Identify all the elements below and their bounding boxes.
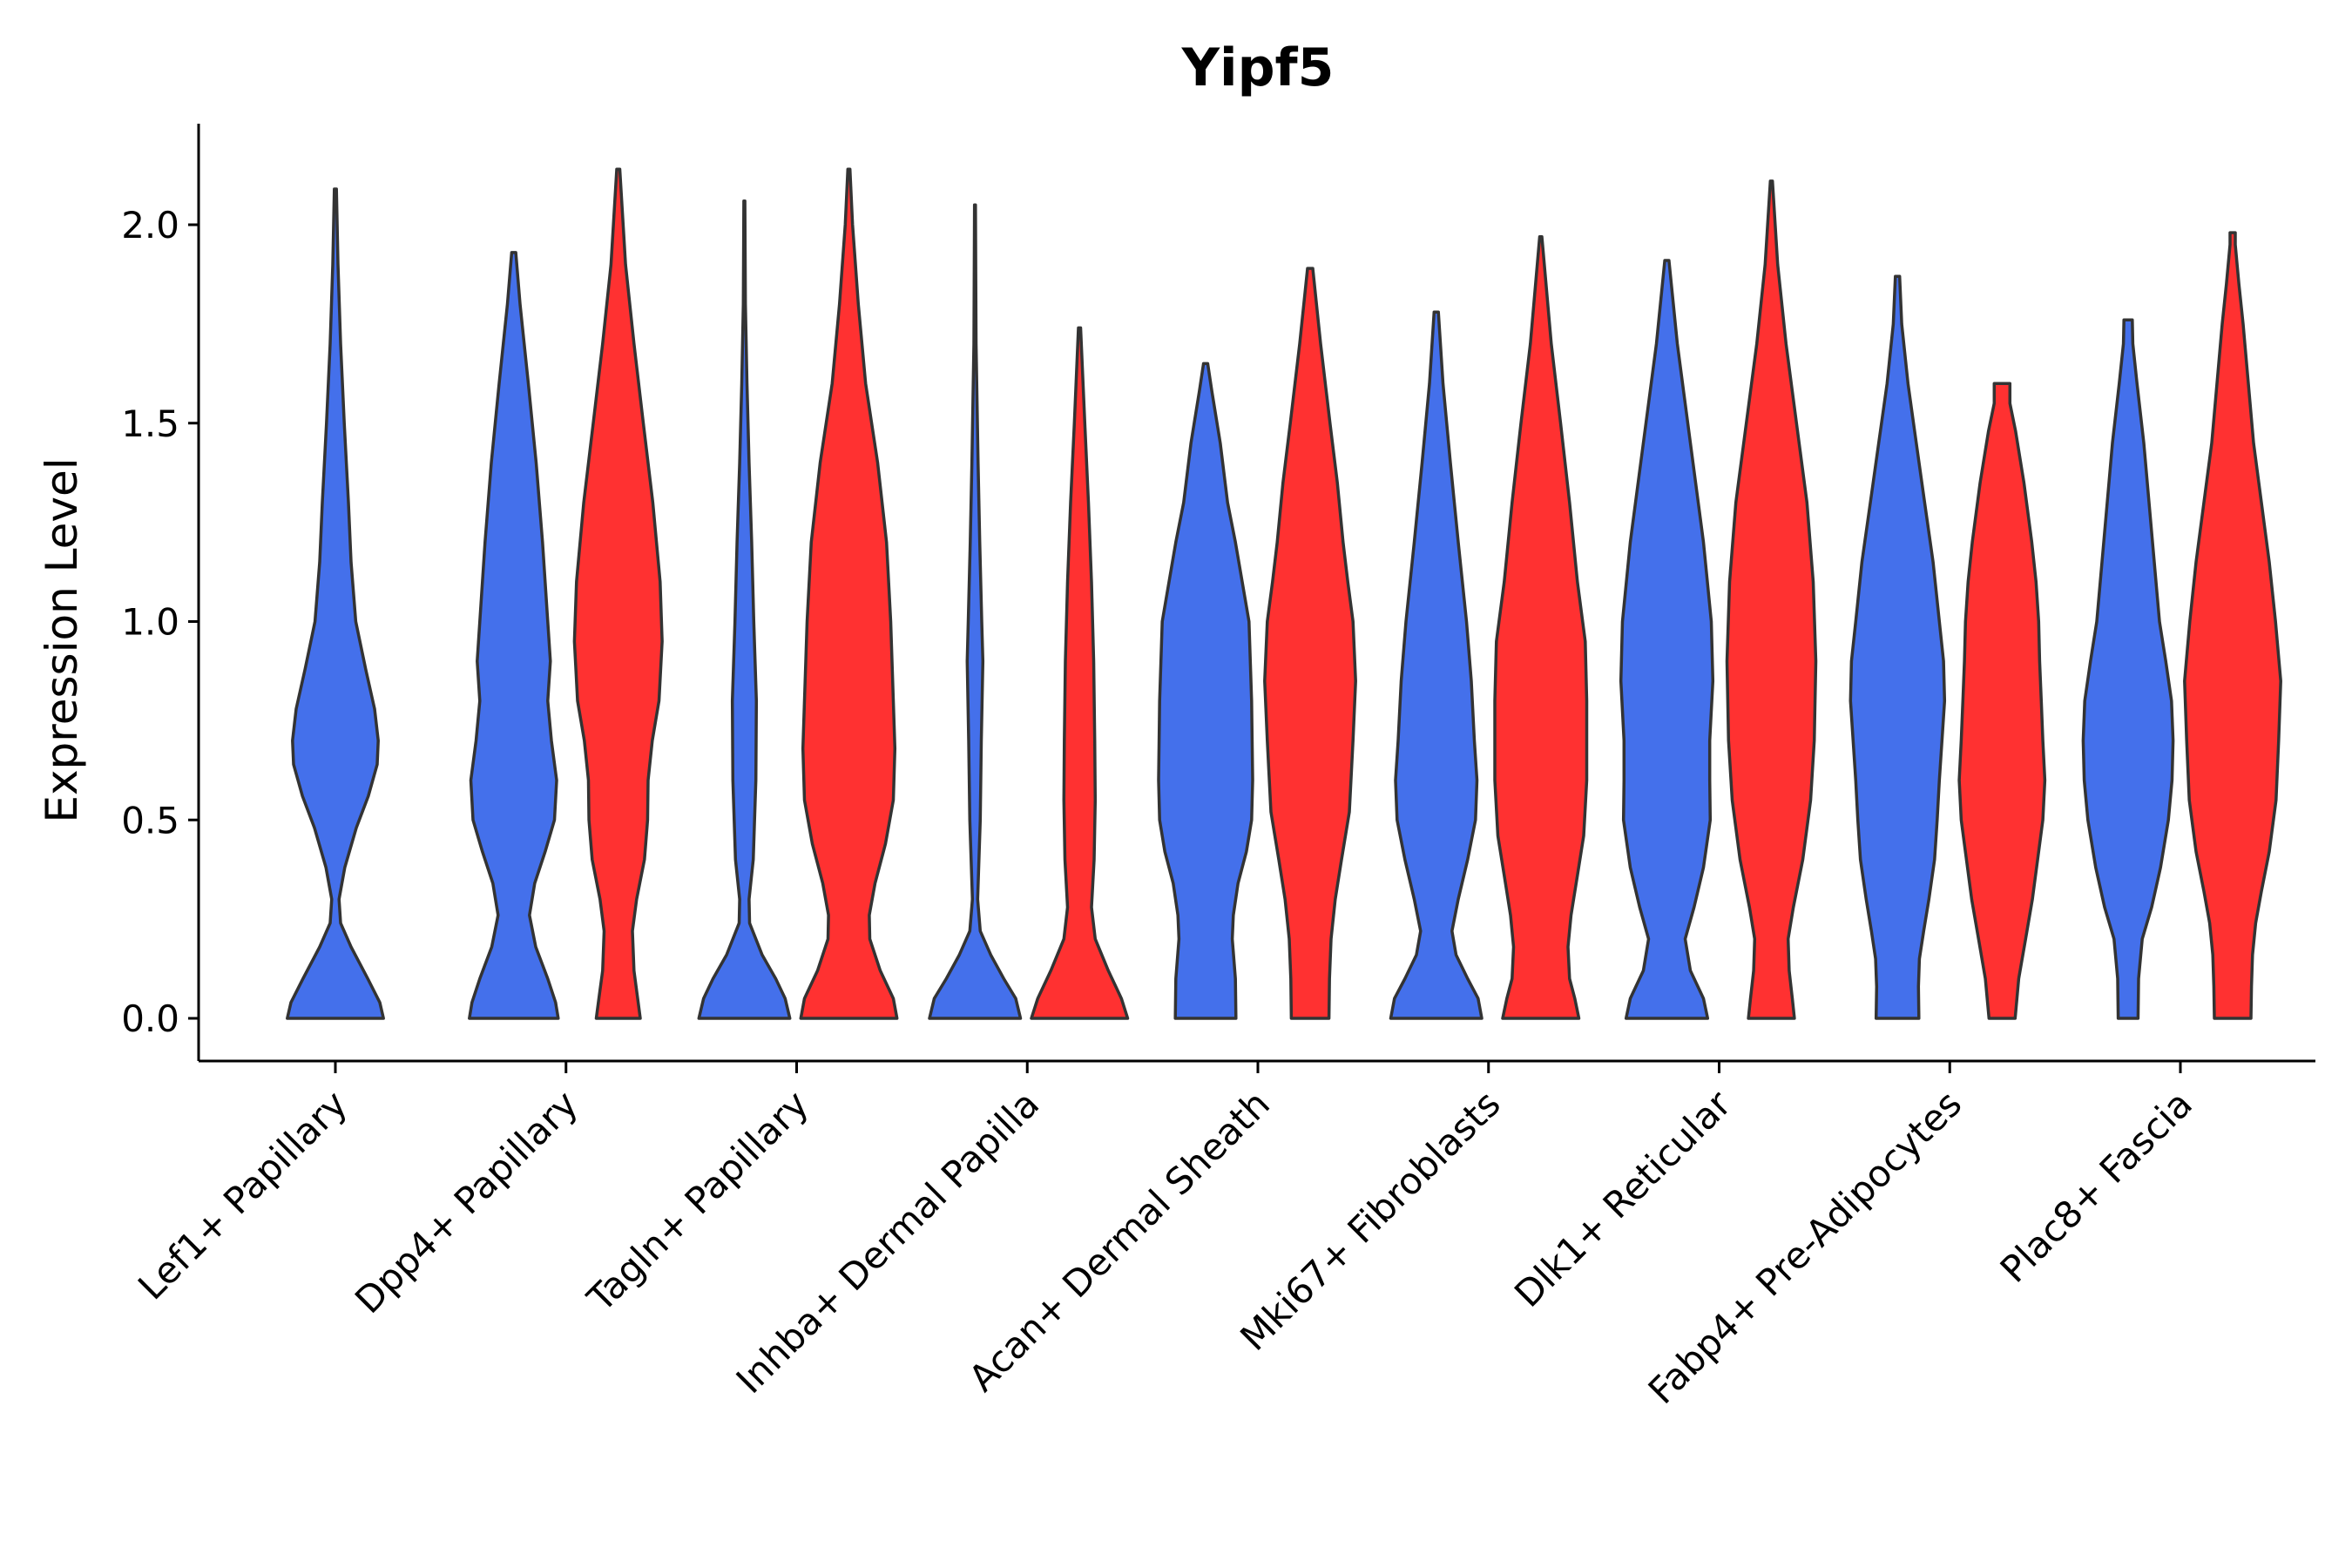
x-tick-label: Mki67+ Fibroblasts	[1232, 1082, 1508, 1358]
x-tick-label: Dpp4+ Papillary	[347, 1082, 586, 1321]
violin-red-tagln-papillary	[799, 167, 899, 1020]
y-tick-label: 0.0	[121, 997, 179, 1040]
violin-blue-tagln-papillary	[697, 199, 792, 1020]
y-axis-label: Expression Level	[37, 457, 87, 822]
x-tick-label: Plac8+ Fascia	[1992, 1082, 2200, 1290]
y-tick-label: 1.5	[121, 402, 179, 445]
violin-red-dlk1-reticular	[1725, 179, 1818, 1020]
violin-blue-acan-dermal-sheath	[1157, 362, 1254, 1020]
x-tick-label: Dlk1+ Reticular	[1506, 1082, 1740, 1315]
violin-blue-mki67-fibroblasts	[1389, 310, 1484, 1020]
violin-blue-dlk1-reticular	[1619, 259, 1715, 1020]
y-axis: 0.0 0.5 1.0 1.5 2.0	[121, 124, 200, 1061]
x-tick-label: Tagln+ Papillary	[578, 1082, 816, 1320]
violin-blue-dpp4-papillary	[468, 251, 560, 1020]
violin-red-plac8-fascia	[2183, 231, 2282, 1020]
violin-red-dpp4-papillary	[572, 167, 664, 1020]
violin-blue-lef1-papillary	[286, 187, 385, 1020]
y-tick-label: 2.0	[121, 204, 179, 247]
violin-red-acan-dermal-sheath	[1263, 267, 1357, 1020]
violins-layer	[286, 167, 2282, 1020]
y-tick-label: 1.0	[121, 601, 179, 644]
violin-red-fabp4-pre-adipocytes	[1957, 382, 2047, 1020]
violin-blue-fabp4-pre-adipocytes	[1848, 274, 1947, 1020]
y-tick-label: 0.5	[121, 799, 179, 841]
violin-blue-plac8-fascia	[2081, 318, 2175, 1020]
x-tick-label: Lef1+ Papillary	[130, 1082, 355, 1308]
violin-red-inhba-dermal-papilla	[1030, 326, 1130, 1020]
violin-red-mki67-fibroblasts	[1493, 234, 1589, 1020]
chart-title: Yipf5	[1181, 37, 1335, 98]
violin-blue-inhba-dermal-papilla	[928, 203, 1023, 1020]
